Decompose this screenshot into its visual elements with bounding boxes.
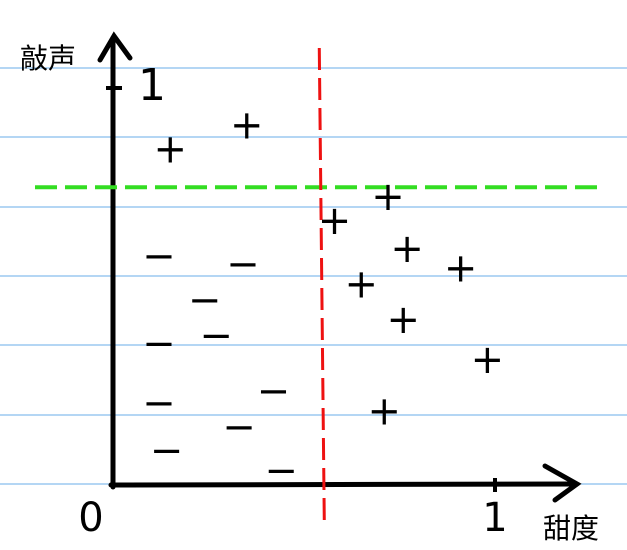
point-marker: − <box>264 448 298 494</box>
x-tick-label: 0 <box>78 495 103 541</box>
point-marker: − <box>188 277 222 323</box>
x-axis <box>108 481 578 488</box>
y-arrow <box>97 31 133 63</box>
y-tick-label: 1 <box>138 60 166 111</box>
point-marker: − <box>150 428 184 474</box>
point-marker: − <box>257 369 291 415</box>
point-marker: − <box>142 381 176 427</box>
point-marker: + <box>345 262 379 308</box>
point-marker: + <box>471 337 505 383</box>
ruled-paper <box>0 67 627 485</box>
point-marker: + <box>318 198 352 244</box>
point-marker: + <box>230 103 264 149</box>
y-axis-label: 敲声 <box>20 42 76 75</box>
point-marker: + <box>387 297 421 343</box>
threshold-line <box>317 47 326 521</box>
point-marker: + <box>390 226 424 272</box>
point-marker: + <box>367 389 401 435</box>
x-arrow <box>542 463 582 503</box>
point-marker: − <box>199 313 233 359</box>
point-marker: + <box>371 174 405 220</box>
point-marker: − <box>226 242 260 288</box>
point-marker: − <box>222 404 256 450</box>
point-marker: + <box>444 246 478 292</box>
axes <box>97 31 582 503</box>
x-axis-label: 甜度 <box>543 512 599 545</box>
point-marker: + <box>154 127 188 173</box>
point-marker: − <box>142 321 176 367</box>
point-marker: − <box>142 234 176 280</box>
x-tick-label: 1 <box>482 495 507 541</box>
